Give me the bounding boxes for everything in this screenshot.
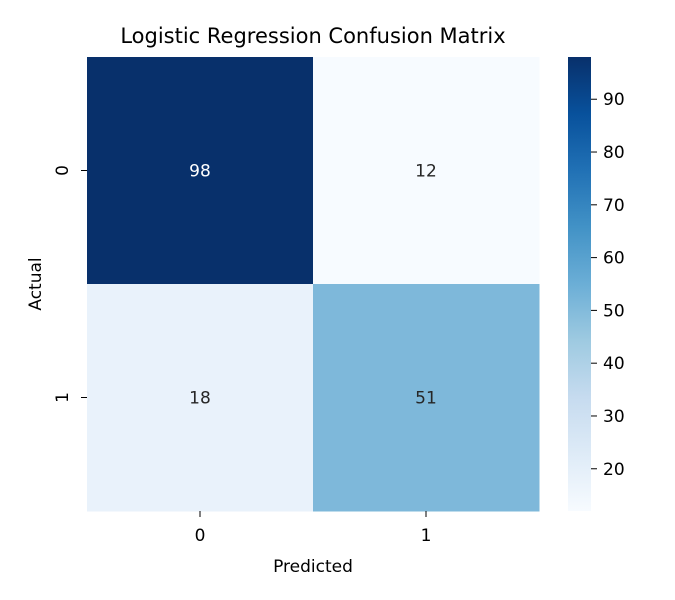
y-axis-label: Actual: [26, 257, 46, 310]
cell-value-label: 18: [189, 389, 211, 409]
y-tick-label: 0: [53, 165, 73, 176]
colorbar-tick-label: 80: [603, 143, 625, 163]
colorbar-tick-label: 90: [603, 90, 625, 110]
heatmap-cell: [313, 57, 540, 285]
colorbar: [568, 57, 591, 511]
y-tick-label: 1: [53, 392, 73, 403]
y-axis-ticks: 01: [53, 165, 87, 403]
colorbar-tick-label: 20: [603, 460, 625, 480]
heatmap-cell: [87, 284, 314, 512]
colorbar-ticks: 20 30 40 50 60 70 80 90: [591, 90, 625, 480]
heatmap-cell: [87, 57, 314, 285]
cell-value-label: 98: [189, 162, 211, 182]
colorbar-tick-label: 40: [603, 354, 625, 374]
chart-title: Logistic Regression Confusion Matrix: [120, 24, 505, 48]
x-tick-label: 0: [195, 526, 206, 546]
cell-value-label: 51: [415, 389, 437, 409]
x-tick-label: 1: [421, 526, 432, 546]
colorbar-tick-label: 70: [603, 196, 625, 216]
colorbar-tick-label: 30: [603, 407, 625, 427]
heatmap-cells: 98 12 18 51: [87, 57, 540, 512]
heatmap-cell: [313, 284, 540, 512]
x-axis-label: Predicted: [273, 557, 353, 577]
cell-value-label: 12: [415, 162, 437, 182]
colorbar-tick-label: 50: [603, 301, 625, 321]
colorbar-tick-label: 60: [603, 249, 625, 269]
